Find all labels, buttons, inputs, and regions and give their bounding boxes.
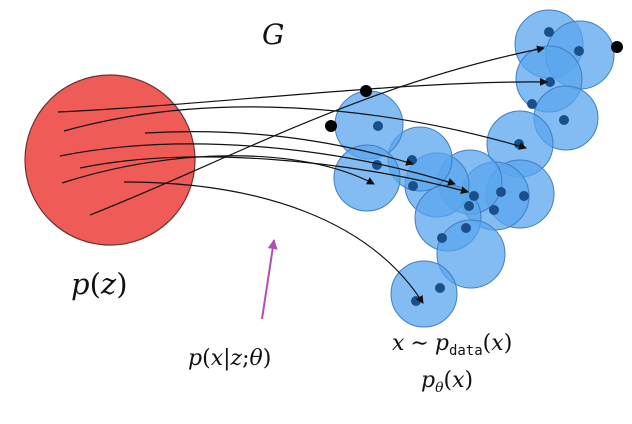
- data-blob: [333, 144, 401, 212]
- sample-open-paren: (: [483, 331, 492, 356]
- data-point: [519, 191, 529, 201]
- data-point: [544, 27, 554, 37]
- generated-samples: [325, 41, 623, 132]
- data-distribution-blobs: [333, 9, 615, 328]
- prior-distribution-circle: [24, 74, 196, 246]
- model-close-paren: ): [465, 368, 474, 393]
- mapping-arrow: [57, 77, 548, 113]
- data-point: [496, 187, 506, 197]
- data-blob: [436, 219, 506, 289]
- mapping-arrow: [63, 106, 527, 150]
- generated-point: [360, 85, 372, 97]
- data-blob: [390, 260, 458, 328]
- sample-variable: x: [491, 331, 504, 356]
- data-point: [435, 283, 445, 293]
- data-point: [373, 121, 383, 131]
- data-points: [372, 27, 584, 306]
- sample-sim: ∼: [410, 331, 428, 356]
- model-open-paren: (: [444, 368, 453, 393]
- data-point: [372, 160, 382, 170]
- prior-close-paren: ): [116, 267, 127, 301]
- generated-point: [325, 120, 337, 132]
- data-point: [574, 46, 584, 56]
- data-point: [527, 99, 537, 109]
- likelihood-arrow: [261, 239, 278, 320]
- likelihood-open-paren: (: [202, 346, 211, 371]
- data-point: [408, 181, 418, 191]
- mapping-arrow: [79, 156, 469, 195]
- data-point: [559, 115, 569, 125]
- likelihood-semicolon: ;: [242, 346, 249, 371]
- generator-arrows: [57, 45, 548, 304]
- mapping-arrow: [89, 45, 545, 216]
- mapping-arrow: [144, 131, 414, 166]
- data-point: [437, 233, 447, 243]
- data-point: [464, 201, 474, 211]
- likelihood-close-paren: ): [263, 346, 272, 371]
- prior-open-paren: (: [90, 267, 101, 301]
- likelihood-theta: θ: [250, 346, 263, 371]
- mapping-arrow: [123, 181, 424, 304]
- data-point: [461, 223, 471, 233]
- model-p: p: [421, 368, 435, 393]
- likelihood-p: p: [188, 346, 202, 371]
- likelihood-bar: |: [223, 346, 230, 371]
- likelihood-label: p(x|z;θ): [188, 346, 271, 371]
- likelihood-x: x: [211, 346, 224, 371]
- mapping-arrow: [61, 155, 375, 185]
- sample-x: x: [392, 331, 405, 356]
- sample-p: p: [435, 331, 449, 356]
- mapping-arrow: [59, 143, 456, 186]
- model-variable: x: [452, 368, 465, 393]
- data-point: [469, 191, 479, 201]
- sample-subscript: data: [449, 343, 483, 359]
- model-distribution-label: pθ(x): [421, 368, 473, 396]
- sample-close-paren: ): [504, 331, 513, 356]
- prior-variable: z: [100, 267, 117, 301]
- prior-p: p: [71, 267, 90, 301]
- data-point: [489, 205, 499, 215]
- generator-symbol: G: [262, 18, 284, 51]
- data-sample-label: x ∼ pdata(x): [392, 331, 512, 359]
- generated-point: [611, 41, 623, 53]
- generator-label: G: [262, 18, 284, 51]
- model-subscript: θ: [435, 380, 444, 396]
- likelihood-z: z: [230, 346, 243, 371]
- prior-label: p(z): [71, 267, 128, 301]
